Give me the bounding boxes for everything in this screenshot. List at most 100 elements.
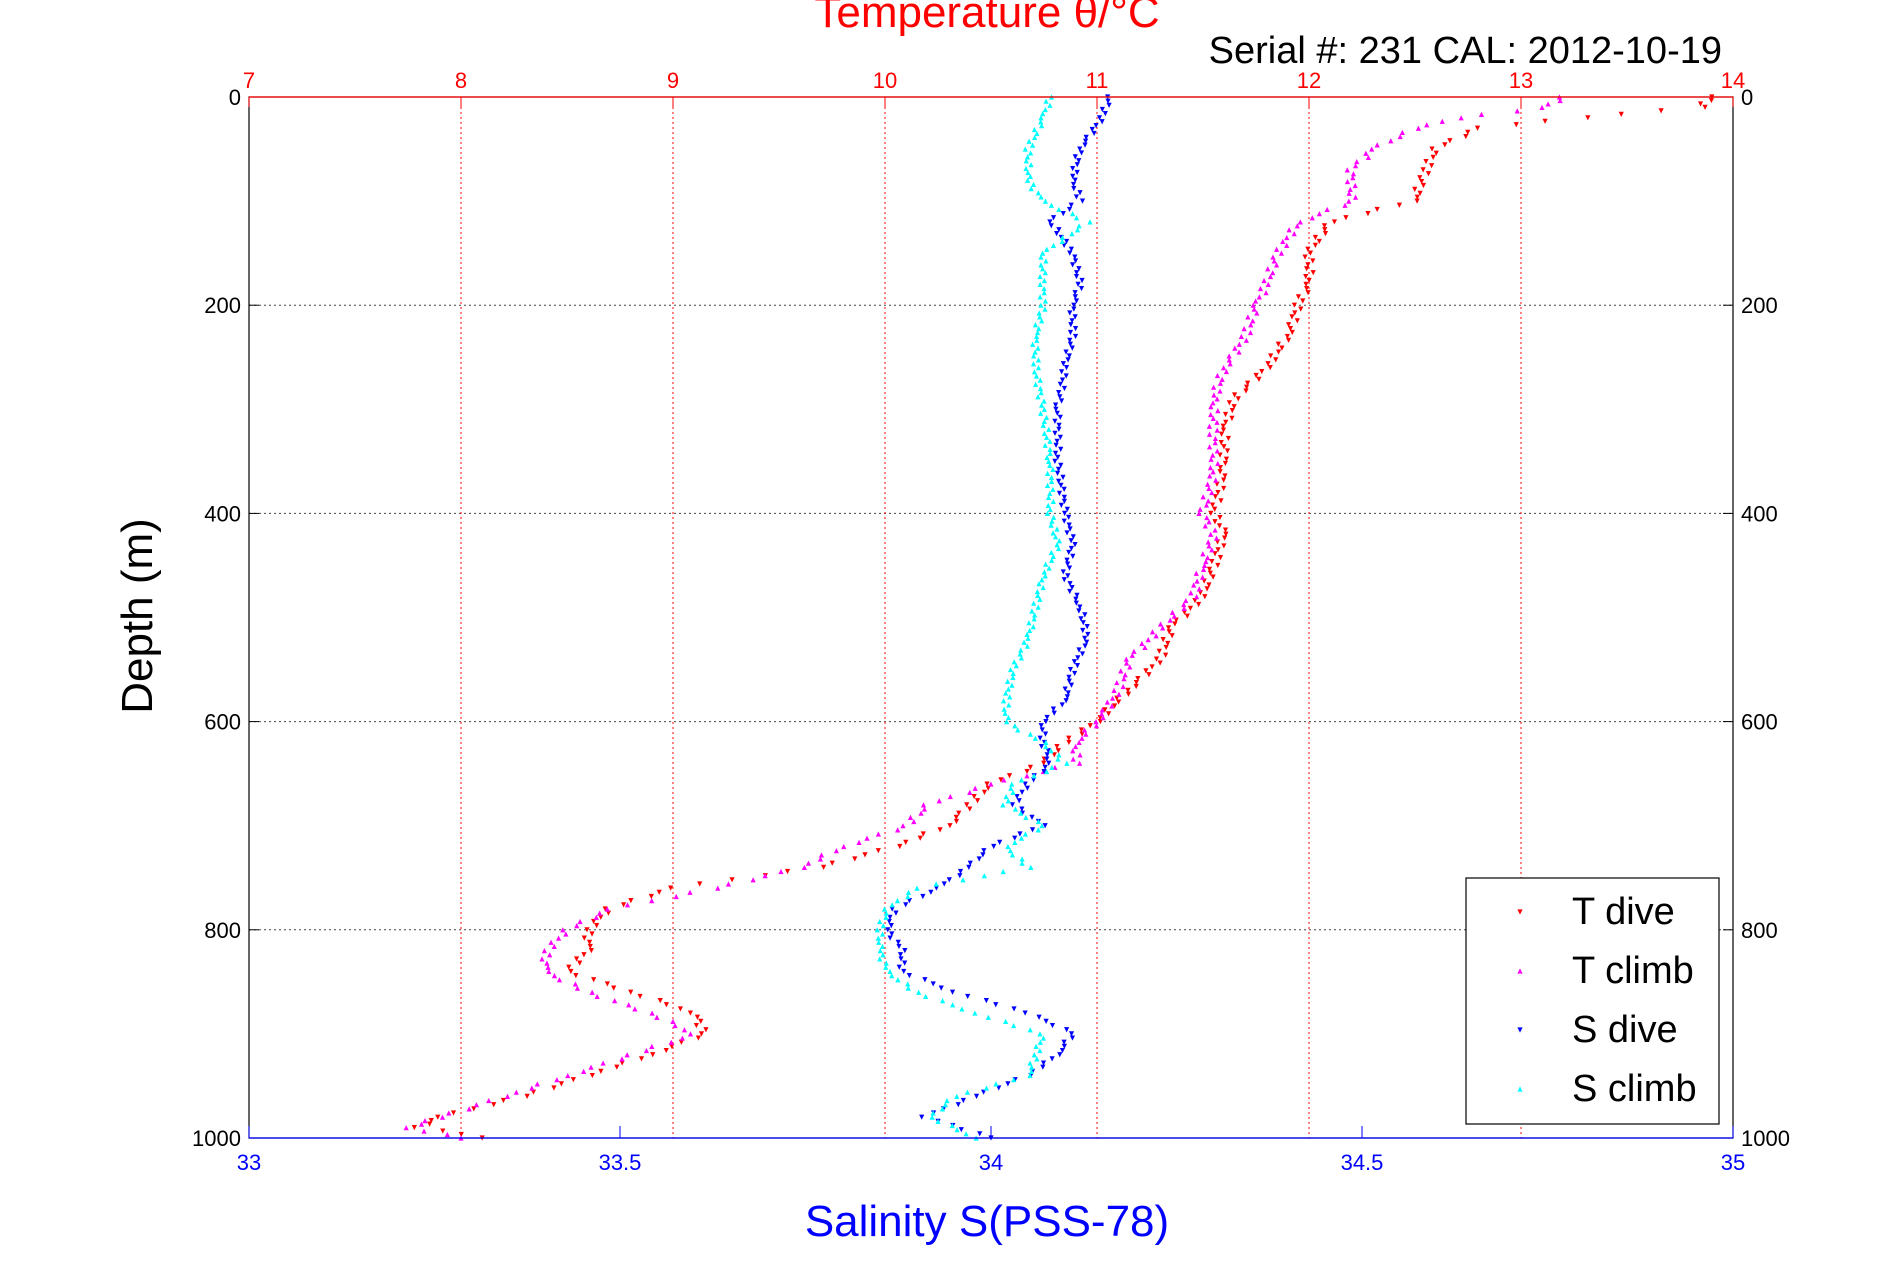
data-point [1006,702,1012,708]
data-point [1053,442,1059,448]
data-point [1068,246,1074,252]
data-point [1033,373,1040,379]
data-point [1042,573,1048,579]
data-point [1076,739,1082,746]
data-point [1204,586,1210,592]
data-point [1029,608,1035,614]
data-point [697,881,703,887]
data-point [1003,690,1009,696]
x-tick-label-top: 9 [667,68,679,93]
data-point [1084,639,1090,645]
data-point [1265,361,1271,367]
data-point [1015,727,1021,733]
y-tick-label-right: 0 [1741,85,1753,110]
data-point [1030,142,1036,148]
data-point [1200,494,1206,500]
data-point [1374,206,1380,213]
data-point [1074,592,1080,598]
data-point [649,1010,655,1016]
data-point [1049,1056,1055,1062]
data-point [1042,270,1048,276]
data-point [1287,326,1294,332]
data-point [1219,376,1225,382]
data-point [1069,231,1075,237]
data-point [993,1002,999,1008]
data-point [1056,478,1062,484]
data-point [1212,435,1218,442]
data-point [1064,1027,1070,1033]
data-point [1060,210,1066,217]
data-point [953,818,960,825]
data-point [1050,706,1056,712]
data-point [1003,793,1009,800]
data-point [1430,154,1436,160]
data-point [920,802,927,808]
data-point [1316,238,1322,245]
data-point [1218,440,1224,446]
data-point [1209,547,1215,553]
data-point [1247,329,1254,336]
x-tick-label-bottom: 33 [237,1150,261,1175]
data-point [1270,270,1276,276]
data-point [1028,1068,1035,1074]
data-point [1133,679,1139,686]
data-point [984,781,990,787]
data-point [1042,764,1048,771]
data-point [1034,1056,1040,1062]
data-point [1236,349,1242,355]
data-point [1217,388,1223,394]
data-point [1066,739,1072,746]
data-point [1212,494,1219,500]
data-point [1232,345,1238,351]
data-point [491,1102,497,1108]
data-point [1223,419,1229,425]
data-point [918,810,924,816]
data-point [1106,711,1112,717]
data-point [1206,543,1212,549]
data-point [1302,254,1308,260]
data-point [1068,322,1074,328]
data-point [1067,329,1074,336]
data-point [1042,823,1048,829]
data-point [1063,365,1070,371]
data-point [1197,506,1203,512]
data-point [1346,190,1352,196]
data-point [921,806,928,812]
data-point [829,860,835,866]
data-point [1060,361,1066,367]
data-point [1295,294,1302,300]
data-point [967,806,973,812]
data-point [1210,400,1216,406]
data-points [403,94,1715,1141]
data-point [1031,616,1037,622]
data-point [1077,604,1083,610]
data-point [602,906,608,912]
data-point [589,989,595,995]
data-point [906,898,913,904]
data-point [897,843,903,850]
data-point [881,906,888,912]
data-point [1052,458,1058,464]
data-point [1025,177,1031,183]
data-point [1223,531,1229,537]
data-point [889,902,895,908]
data-point [458,1131,464,1138]
data-point [1125,691,1132,697]
data-point [1220,423,1226,429]
data-point [1009,852,1016,858]
data-point [1071,302,1077,308]
data-point [1039,123,1045,129]
data-point [1097,719,1104,725]
data-point [1196,586,1202,592]
data-point [1011,1077,1017,1083]
data-point [1078,285,1085,292]
data-point [1049,478,1055,484]
data-point [594,923,600,929]
data-point [1073,194,1080,200]
data-point [919,1114,925,1120]
data-point [1037,314,1043,320]
data-point [1222,527,1229,533]
data-point [972,1010,978,1016]
data-point [1087,723,1093,729]
